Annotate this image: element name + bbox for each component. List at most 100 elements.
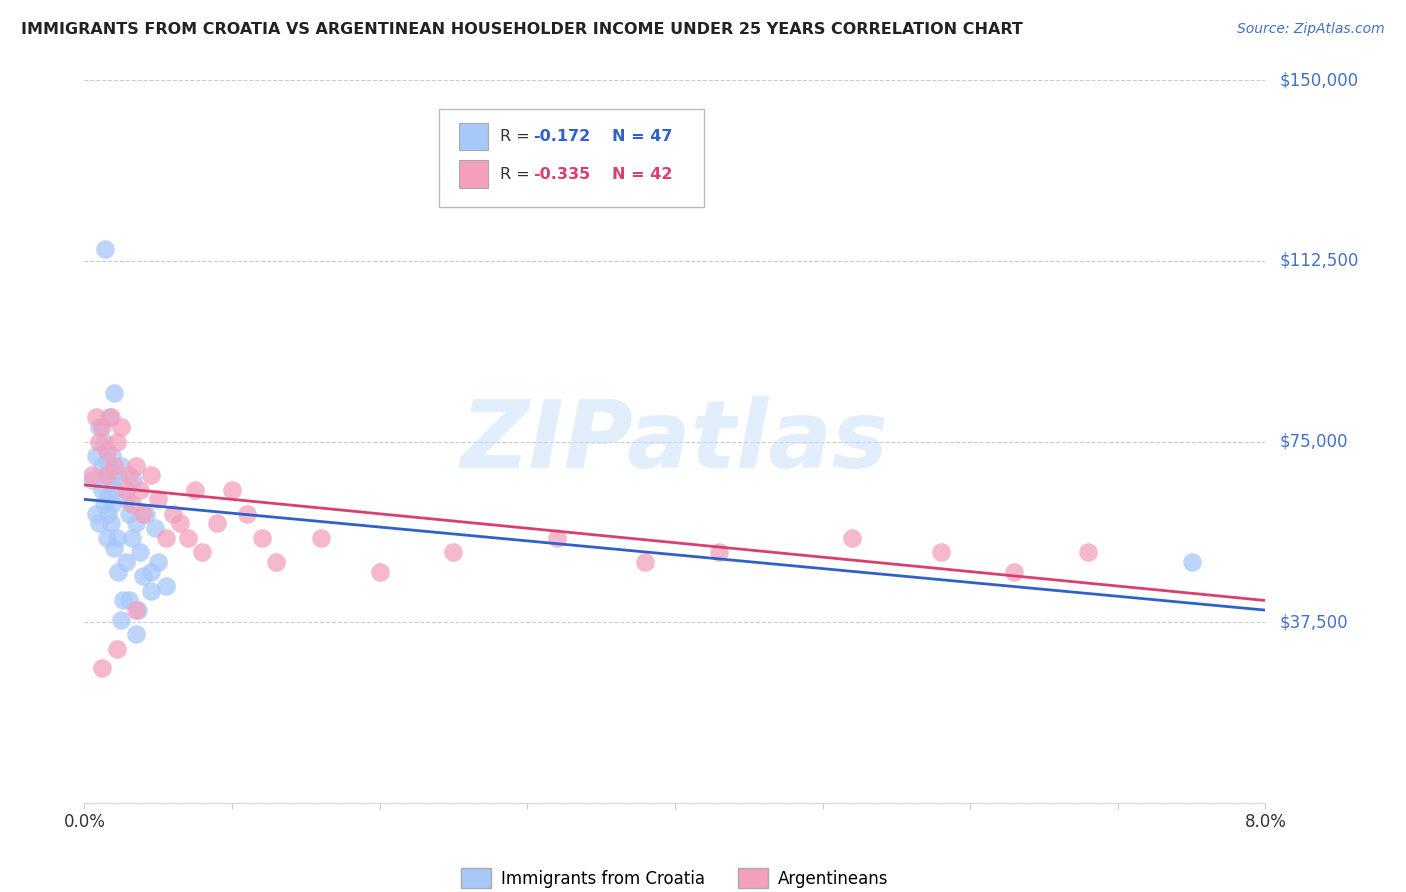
Point [96,468,118,483]
Point [96,468,118,483]
Point [929,545,952,559]
Point [110,613,132,627]
Point [107,565,129,579]
Point [162,507,184,521]
Point [87,420,111,434]
Point [103,386,125,401]
Point [84,410,107,425]
Point [121,531,143,545]
Point [235,507,259,521]
Point [132,569,155,583]
Point [103,458,125,473]
Point [169,516,191,531]
Point [129,483,152,497]
Point [129,545,152,559]
Point [221,483,243,497]
Point [94,242,117,256]
Point [93,434,115,449]
Point [84,449,107,463]
Point [100,473,122,487]
Point [709,545,731,559]
Point [105,468,128,483]
Point [80,473,103,487]
Point [1181,555,1204,569]
Point [87,434,111,449]
Point [96,531,118,545]
Point [125,458,148,473]
Point [155,531,177,545]
Point [105,531,128,545]
Point [250,531,273,545]
Point [118,593,141,607]
Point [139,468,162,483]
FancyBboxPatch shape [439,109,704,207]
Point [191,545,214,559]
Point [118,468,141,483]
Point [80,468,103,483]
Point [118,507,141,521]
Point [103,541,125,555]
Point [177,531,200,545]
Point [135,507,157,521]
Point [1004,565,1026,579]
Point [97,507,120,521]
Point [143,521,166,535]
Point [91,661,114,675]
Point [114,555,136,569]
Point [443,545,465,559]
Point [110,458,132,473]
Point [546,531,568,545]
Point [100,410,122,425]
Point [111,593,134,607]
Point [100,516,122,531]
Point [125,516,148,531]
Point [98,410,121,425]
Point [121,497,143,511]
Point [105,434,128,449]
Point [114,492,136,507]
Text: ZIPatlas: ZIPatlas [461,395,889,488]
Point [91,420,114,434]
Point [91,458,114,473]
Point [1077,545,1099,559]
Point [91,483,114,497]
Point [148,555,170,569]
Text: $150,000: $150,000 [1279,71,1358,89]
Point [309,531,332,545]
Text: -0.335: -0.335 [533,167,591,182]
Text: $75,000: $75,000 [1279,433,1348,450]
Text: N = 42: N = 42 [612,167,673,182]
FancyBboxPatch shape [458,123,488,151]
Point [97,487,120,501]
Text: $112,500: $112,500 [1279,252,1358,270]
FancyBboxPatch shape [458,161,488,188]
Point [207,516,229,531]
Point [155,579,177,593]
Text: N = 47: N = 47 [612,129,673,145]
Point [148,492,170,507]
Point [96,454,118,468]
Point [132,507,155,521]
Text: R =: R = [501,167,530,182]
Point [101,497,124,511]
Text: Source: ZipAtlas.com: Source: ZipAtlas.com [1237,22,1385,37]
Point [105,641,128,656]
Point [139,583,162,598]
Point [125,603,148,617]
Point [127,603,149,617]
Point [368,565,391,579]
Point [122,473,145,487]
Point [264,555,288,569]
Point [634,555,657,569]
Point [114,483,136,497]
Text: -0.172: -0.172 [533,129,591,145]
Point [110,420,132,434]
Point [93,497,115,511]
Point [84,507,107,521]
Point [139,565,162,579]
Legend: Immigrants from Croatia, Argentineans: Immigrants from Croatia, Argentineans [454,862,896,892]
Point [125,627,148,641]
Text: $37,500: $37,500 [1279,613,1348,632]
Point [841,531,863,545]
Point [103,483,125,497]
